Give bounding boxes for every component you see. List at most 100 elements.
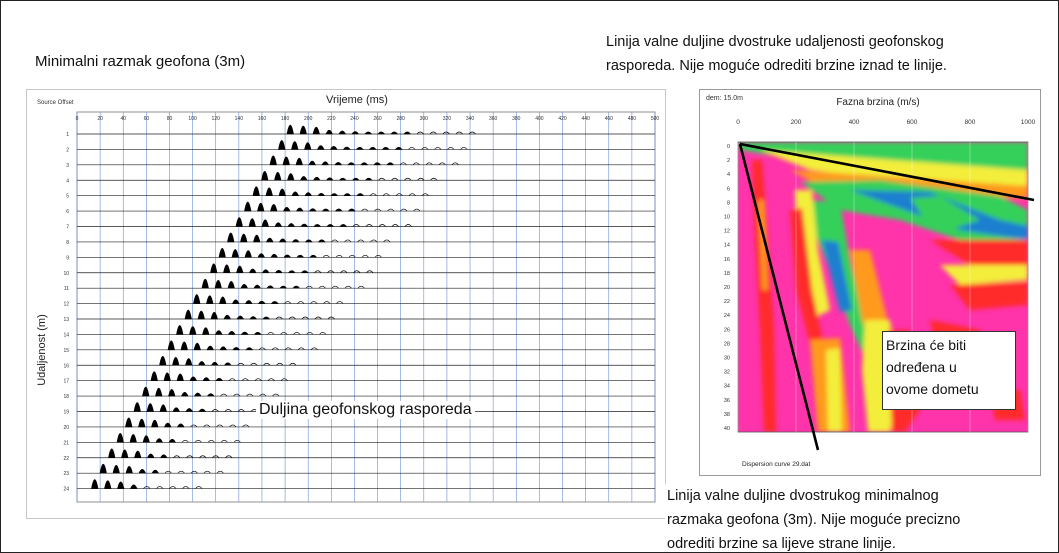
dispersion-y-tick: 0: [727, 144, 730, 150]
seismogram-wiggle: [322, 254, 382, 258]
dispersion-y-tick: 18: [724, 271, 730, 277]
seismogram-x-tick: 380: [512, 116, 521, 122]
seismogram-wavelet: [261, 170, 373, 181]
seismogram-trace-label: 21: [63, 440, 69, 446]
seismogram-trace-label: 18: [63, 394, 69, 400]
seismogram-x-tick: 280: [397, 116, 406, 122]
seismogram-wavelet: [159, 355, 232, 366]
seismogram-panel: Source Offset Vrijeme (ms) Udaljenost (m…: [26, 89, 666, 519]
seismogram-wiggle: [416, 131, 476, 135]
seismogram-wavelet: [133, 402, 207, 412]
seismogram-x-tick: 120: [212, 116, 221, 122]
seismogram-wavelet: [269, 155, 395, 166]
seismogram-header: Source Offset: [37, 100, 74, 106]
dispersion-y-tick: 36: [724, 398, 730, 404]
seismogram-trace-label: 1: [66, 132, 69, 138]
seismogram-x-tick: 0: [76, 116, 79, 122]
seismogram-wavelet: [167, 340, 254, 351]
seismogram-wiggle: [173, 455, 233, 458]
min-spacing-note-line-3: odrediti brzine sa lijeve strane linije.: [667, 536, 896, 552]
dispersion-x-tick: 0: [736, 119, 740, 126]
velocity-range-box: Brzina će biti određena u ovome dometu: [882, 331, 1016, 410]
seismogram-trace-label: 10: [63, 271, 69, 277]
seismogram-trace-label: 19: [63, 410, 69, 416]
seismogram-wavelet: [193, 294, 279, 304]
seismogram-x-tick: 400: [535, 116, 544, 122]
seismogram-wavelet: [91, 479, 138, 489]
seismogram-wiggle: [369, 193, 429, 196]
seismogram-trace-label: 16: [63, 363, 69, 369]
seismogram-x-tick: 80: [167, 116, 173, 122]
seismogram-wiggle: [275, 316, 335, 320]
long-wavelength-line: [739, 142, 1035, 202]
dispersion-x-tick: 600: [907, 119, 918, 126]
dispersion-y-tick: 26: [724, 327, 730, 333]
seismogram-wavelet: [235, 217, 348, 227]
dispersion-x-tick: 200: [791, 119, 802, 126]
seismogram-trace-label: 17: [63, 379, 69, 385]
dispersion-y-tick: 34: [724, 384, 730, 390]
seismogram-x-tick: 440: [581, 116, 590, 122]
seismogram-x-tick: 240: [350, 116, 359, 122]
seismogram-wavelet: [99, 463, 159, 474]
seismogram-x-label: Vrijeme (ms): [326, 94, 388, 106]
seismogram-x-tick: 320: [443, 116, 452, 122]
seismogram-wavelet: [184, 309, 271, 320]
dispersion-x-label: Fazna brzina (m/s): [836, 97, 919, 108]
seismogram-x-tick: 200: [304, 116, 313, 122]
seismogram-x-tick: 220: [327, 116, 336, 122]
dispersion-footer: Dispersion curve 29.dat: [742, 461, 810, 468]
seismogram-wiggle: [284, 301, 344, 304]
dispersion-x-tick: 400: [849, 119, 860, 126]
geophone-spread-length-label: Duljina geofonskog rasporeda: [256, 401, 475, 419]
seismogram-wavelet: [227, 232, 326, 243]
seismogram-trace-label: 15: [63, 348, 69, 354]
seismogram-x-tick: 180: [281, 116, 290, 122]
dispersion-y-tick: 4: [727, 172, 730, 178]
dispersion-y-tick: 40: [724, 426, 730, 432]
seismogram-wiggle: [399, 162, 459, 166]
dispersion-y-tick: 38: [724, 412, 730, 418]
long-wavelength-note-line-1: Linija valne duljine dvostruke udaljenos…: [606, 34, 944, 50]
dispersion-x-tick: 1000: [1021, 119, 1036, 126]
dispersion-y-tick: 22: [724, 299, 730, 305]
seismogram-trace-label: 6: [66, 209, 69, 215]
seismogram-x-tick: 480: [628, 116, 637, 122]
dispersion-y-tick: 6: [727, 186, 730, 192]
seismogram-wiggle: [228, 378, 288, 381]
dispersion-y-tick: 14: [724, 243, 730, 249]
velocity-range-line-2: određena u: [886, 359, 957, 375]
seismogram-y-label: Udaljenost (m): [36, 314, 48, 386]
min-spacing-note-line-1: Linija valne duljine dvostrukog minimaln…: [667, 488, 939, 504]
seismogram-trace-label: 8: [66, 240, 69, 246]
seismogram-wavelet: [116, 433, 176, 443]
seismogram-wiggle: [305, 285, 365, 289]
seismogram-wiggle: [331, 239, 391, 243]
min-spacing-title: Minimalni razmak geofona (3m): [35, 53, 246, 70]
seismogram-wavelet: [210, 263, 309, 274]
seismogram-wiggle: [190, 424, 250, 428]
seismogram-trace-label: 4: [66, 178, 69, 184]
seismogram-x-tick: 460: [605, 116, 614, 122]
seismogram-x-tick: 60: [144, 116, 150, 122]
seismogram-wiggle: [164, 470, 224, 474]
seismogram-trace-label: 13: [63, 317, 69, 323]
dispersion-y-tick: 32: [724, 370, 730, 376]
dispersion-y-tick: 28: [724, 341, 730, 347]
dispersion-y-tick: 20: [724, 285, 730, 291]
velocity-range-line-1: Brzina će biti: [886, 337, 967, 353]
seismogram-x-tick: 140: [235, 116, 244, 122]
seismogram-wiggle: [408, 147, 468, 150]
dispersion-x-tick: 800: [965, 119, 976, 126]
seismogram-trace-label: 12: [63, 302, 69, 308]
seismogram-wavelet: [201, 278, 301, 289]
seismogram-trace-label: 7: [66, 225, 69, 231]
seismogram-wiggle: [361, 208, 421, 212]
seismogram-wiggle: [237, 362, 297, 366]
seismogram-trace-label: 24: [63, 487, 69, 493]
dispersion-y-tick: 8: [727, 200, 730, 206]
min-spacing-line-note: Linija valne duljine dvostrukog minimaln…: [665, 484, 963, 552]
long-wavelength-note: Linija valne duljine dvostruke udaljenos…: [606, 30, 947, 78]
dispersion-panel: dem: 15.0m Fazna brzina (m/s) 0 200 400 600…: [699, 89, 1041, 476]
